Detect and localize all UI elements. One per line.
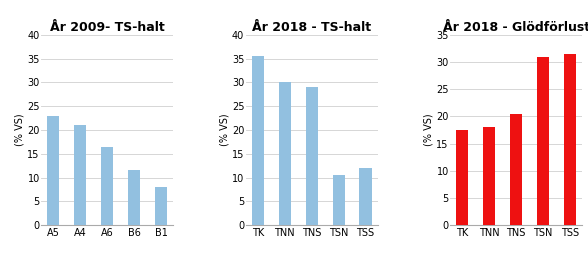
Bar [456,130,468,225]
Bar [128,170,140,225]
Bar [483,127,495,225]
Bar [47,116,59,225]
Bar [333,175,345,225]
Bar [537,57,549,225]
Bar [510,114,522,225]
Title: År 2018 - Glödförlust: År 2018 - Glödförlust [443,21,588,34]
Bar [252,56,264,225]
Bar [279,83,290,225]
Bar [564,54,576,225]
Bar [306,87,318,225]
Y-axis label: (% VS): (% VS) [423,114,433,146]
Bar [155,187,167,225]
Title: År 2018 - TS-halt: År 2018 - TS-halt [252,21,371,34]
Title: År 2009- TS-halt: År 2009- TS-halt [50,21,165,34]
Bar [101,147,113,225]
Bar [74,125,86,225]
Y-axis label: (% VS): (% VS) [15,114,25,146]
Y-axis label: (% VS): (% VS) [219,114,229,146]
Bar [359,168,372,225]
